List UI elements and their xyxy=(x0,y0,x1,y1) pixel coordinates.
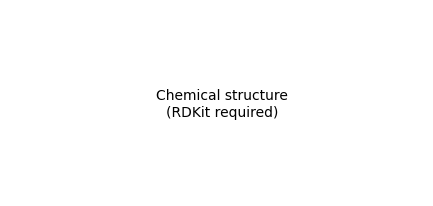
Text: Chemical structure
(RDKit required): Chemical structure (RDKit required) xyxy=(156,89,288,119)
